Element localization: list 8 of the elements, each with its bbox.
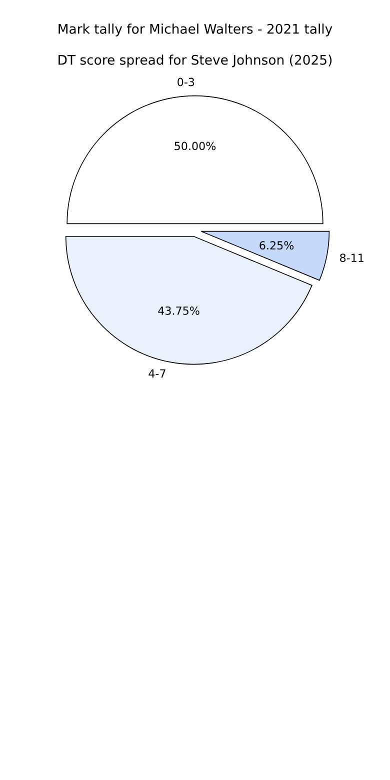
slice-label: 8-11 (340, 254, 364, 262)
slice-label: 0-3 (178, 78, 194, 86)
data-label: 50.00% (174, 142, 216, 150)
chart-title: Mark tally for Michael Walters - 2021 tally (58, 24, 332, 36)
data-label: 6.25% (260, 241, 294, 250)
chart-subtitle: DT score spread for Steve Johnson (2025) (58, 54, 332, 68)
data-label: 43.75% (158, 306, 200, 315)
slice-label: 4-7 (148, 369, 166, 378)
